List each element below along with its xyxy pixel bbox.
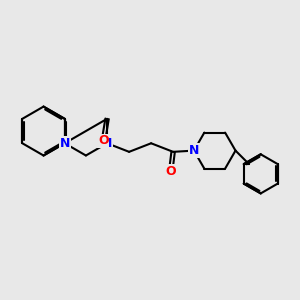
Text: N: N (59, 137, 70, 150)
Text: N: N (102, 137, 112, 150)
Text: O: O (98, 134, 109, 147)
Text: N: N (189, 144, 199, 157)
Text: O: O (165, 165, 176, 178)
